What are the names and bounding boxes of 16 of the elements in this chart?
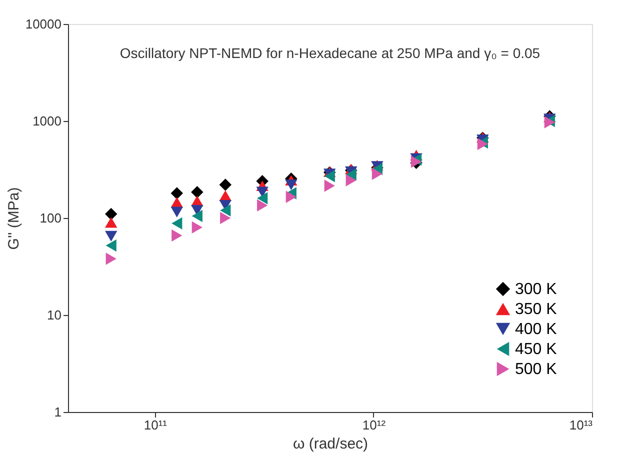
legend-label: 500 K [515,361,558,378]
y-tick-label: 10000 [25,16,62,32]
y-tick-label: 10 [47,308,62,322]
x-tick-label: 10¹¹ [144,418,168,432]
legend-label: 400 K [515,321,558,338]
annotation: Oscillatory NPT-NEMD for n-Hexadecane at 250 MPa and γ₀ = 0.05 [120,45,540,61]
x-tick-label: 10¹³ [569,418,594,432]
y-tick-label: 1000 [32,114,62,128]
legend-label: 350 K [515,301,558,318]
x-axis-title: ω (rad/sec) [292,436,368,452]
y-tick-label: 100 [40,210,62,226]
y-tick-label: 1 [54,404,62,420]
legend-label: 300 K [515,281,558,298]
legend-label: 450 K [515,341,558,358]
x-tick-label: 10¹² [362,418,386,432]
y-axis-title: G'' (MPa) [5,187,22,250]
